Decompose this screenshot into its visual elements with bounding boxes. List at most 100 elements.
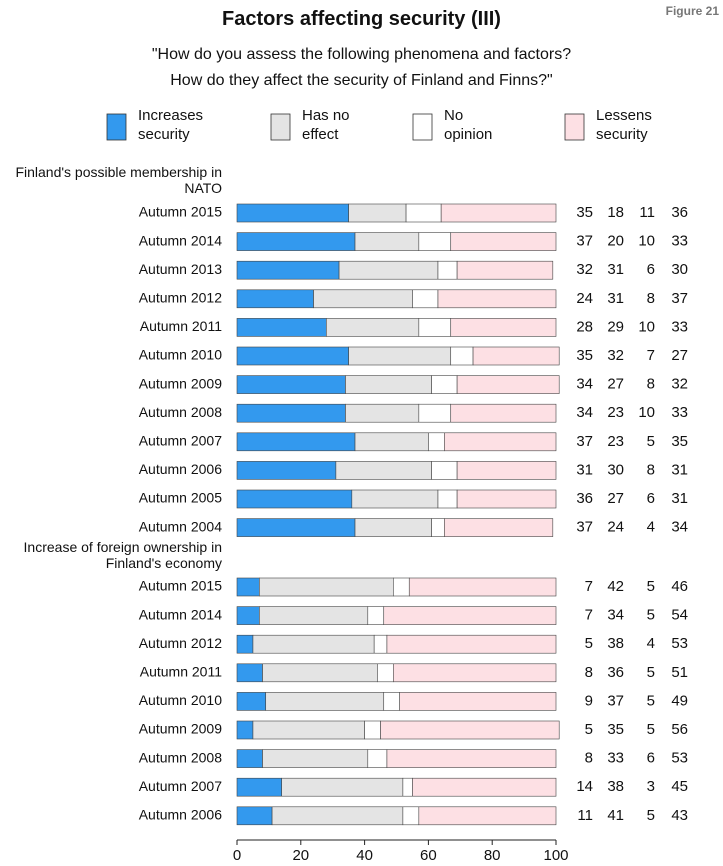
chart-title: Factors affecting security (III): [222, 8, 501, 30]
bar-segment: [444, 518, 554, 537]
value-label: 53: [671, 750, 688, 767]
bar-segment: [345, 375, 432, 394]
bar-segment: [354, 432, 429, 452]
value-label: 6: [647, 490, 655, 507]
bar-segment: [262, 663, 378, 683]
value-label: 23: [607, 404, 624, 421]
category-label: Autumn 2009: [139, 375, 222, 391]
value-label: 10: [638, 404, 655, 421]
category-label: Autumn 2004: [139, 518, 222, 534]
category-label: Autumn 2012: [139, 635, 222, 651]
bar-segment: [236, 518, 356, 537]
category-label: Autumn 2010: [139, 692, 222, 708]
bar-segment: [412, 777, 557, 797]
bar-segment: [354, 518, 432, 537]
category-label: Autumn 2006: [139, 807, 222, 823]
value-label: 35: [576, 204, 593, 221]
bar-segment: [393, 577, 410, 597]
bar-segment: [444, 432, 557, 452]
bar-segment: [405, 203, 442, 223]
bar-segment: [236, 289, 314, 309]
bar-segment: [236, 318, 327, 337]
bar-segment: [313, 289, 413, 309]
category-label: Autumn 2007: [139, 433, 222, 449]
value-label: 31: [607, 261, 624, 278]
bar-segment: [440, 203, 557, 223]
value-label: 5: [647, 607, 655, 624]
value-label: 32: [671, 376, 688, 393]
value-label: 31: [607, 290, 624, 307]
value-label: 37: [576, 433, 593, 450]
value-label: 18: [607, 204, 624, 221]
bar-segment: [412, 289, 439, 309]
value-label: 54: [671, 607, 688, 624]
bar-segment: [431, 518, 445, 537]
value-label: 10: [638, 318, 655, 335]
value-label: 31: [671, 490, 688, 507]
value-label: 36: [671, 204, 688, 221]
value-label: 32: [607, 347, 624, 364]
legend-swatch: [564, 113, 585, 141]
bar-segment: [259, 606, 369, 625]
category-label: Autumn 2007: [139, 778, 222, 794]
value-label: 37: [576, 233, 593, 250]
bar-segment: [236, 606, 260, 625]
bar-segment: [236, 777, 282, 797]
value-label: 27: [607, 490, 624, 507]
x-tick-label: 40: [356, 847, 373, 864]
bar-segment: [236, 489, 353, 509]
value-label: 42: [607, 578, 624, 595]
bar-segment: [431, 461, 458, 480]
value-label: 35: [671, 433, 688, 450]
group-label: Finland's possible membership in NATO: [15, 164, 222, 196]
category-label: Autumn 2008: [139, 749, 222, 765]
bar-segment: [367, 606, 385, 625]
value-label: 34: [671, 519, 688, 536]
bar-segment: [236, 577, 260, 597]
x-tick-label: 0: [233, 847, 241, 864]
value-label: 33: [671, 233, 688, 250]
category-label: Autumn 2013: [139, 261, 222, 277]
category-label: Autumn 2009: [139, 721, 222, 737]
bar-segment: [450, 403, 557, 423]
bar-segment: [428, 432, 445, 452]
bar-segment: [386, 749, 557, 768]
value-label: 35: [607, 721, 624, 738]
bar-segment: [472, 346, 560, 366]
value-label: 9: [585, 692, 593, 709]
bar-segment: [450, 346, 474, 366]
legend-swatch: [412, 113, 433, 141]
value-label: 36: [607, 664, 624, 681]
bar-segment: [271, 806, 404, 826]
value-label: 23: [607, 433, 624, 450]
value-label: 8: [647, 376, 655, 393]
x-tick-label: 100: [543, 847, 568, 864]
value-label: 37: [671, 290, 688, 307]
value-label: 10: [638, 233, 655, 250]
value-label: 35: [576, 347, 593, 364]
bar-segment: [456, 260, 554, 280]
bar-segment: [236, 663, 263, 683]
value-label: 34: [576, 404, 593, 421]
value-label: 8: [647, 290, 655, 307]
value-label: 7: [647, 347, 655, 364]
bar-segment: [408, 577, 557, 597]
bar-segment: [236, 692, 267, 711]
bar-segment: [418, 806, 557, 826]
bar-segment: [456, 375, 560, 394]
category-label: Autumn 2014: [139, 606, 222, 622]
bar-segment: [456, 461, 557, 480]
value-label: 5: [647, 578, 655, 595]
bar-segment: [399, 692, 557, 711]
bar-segment: [259, 577, 394, 597]
value-label: 8: [585, 750, 593, 767]
subtitle: How do they affect the security of Finla…: [170, 72, 553, 89]
bar-segment: [236, 346, 349, 366]
value-label: 11: [577, 807, 593, 824]
bar-segment: [236, 720, 254, 740]
category-label: Autumn 2011: [140, 664, 222, 680]
bar-segment: [402, 777, 413, 797]
group-label: Increase of foreign ownership in Finland…: [23, 539, 222, 571]
value-label: 27: [671, 347, 688, 364]
value-label: 5: [647, 433, 655, 450]
